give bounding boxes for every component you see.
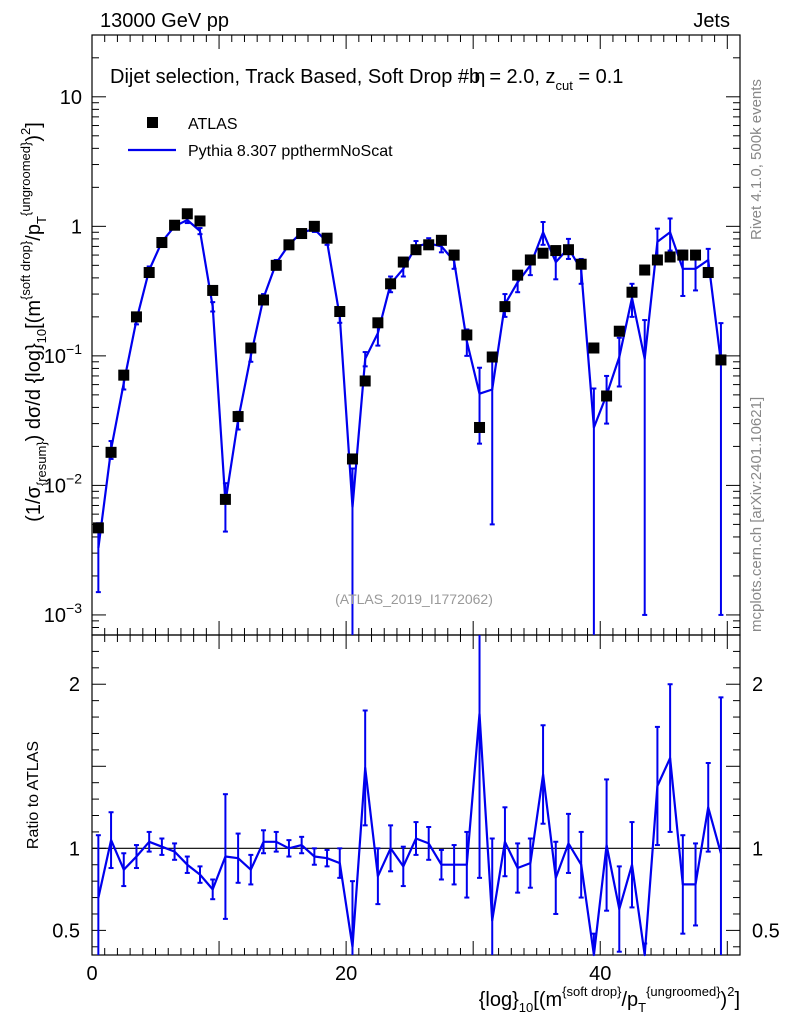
mc-line xyxy=(97,218,722,548)
x-tick-label: 40 xyxy=(589,963,611,985)
data-series-layer xyxy=(92,208,727,534)
ratio-panel-frame xyxy=(91,634,741,956)
title-beta: η xyxy=(474,66,485,88)
data-point xyxy=(181,208,193,220)
data-point xyxy=(690,249,702,261)
title-main: Dijet selection, Track Based, Soft Drop … xyxy=(110,66,480,88)
data-point xyxy=(105,446,117,458)
data-point xyxy=(474,421,486,433)
legend: ATLAS Pythia 8.307 ppthermNoScat xyxy=(128,116,393,160)
data-point xyxy=(359,375,371,387)
mc-series-layer xyxy=(95,216,724,635)
ratio-line xyxy=(97,712,722,957)
data-point xyxy=(232,411,244,423)
main-axis-ticks: 10 1 10−1 10−2 10−3 xyxy=(44,34,740,636)
data-point xyxy=(219,493,231,505)
ratio-axis-ticks: 0 20 40 2 2 1 1 0.5 0.5 xyxy=(52,635,780,985)
data-point xyxy=(601,390,613,402)
data-point xyxy=(524,254,536,266)
data-point xyxy=(664,251,676,263)
data-point xyxy=(156,237,168,249)
data-point xyxy=(207,284,219,296)
data-point xyxy=(562,244,574,256)
data-point xyxy=(346,453,358,465)
x-tick-label: 0 xyxy=(86,963,97,985)
data-point xyxy=(270,259,282,271)
x-tick-label: 20 xyxy=(335,963,357,985)
title-sub: cut xyxy=(555,78,573,93)
data-point xyxy=(283,239,295,251)
rivet-version-label: Rivet 4.1.0, 500k events xyxy=(748,79,765,240)
data-point xyxy=(423,239,435,251)
data-point xyxy=(677,249,689,261)
legend-mc-label: Pythia 8.307 ppthermNoScat xyxy=(188,143,393,160)
ratio-y-tick-label: 1 xyxy=(69,838,80,860)
data-point xyxy=(410,244,422,256)
data-point xyxy=(550,245,562,257)
data-point xyxy=(715,354,727,366)
mcplots-credit-label: mcplots.cern.ch [arXiv:2401.10621] xyxy=(748,397,765,632)
data-point xyxy=(385,278,397,290)
data-point xyxy=(588,342,600,354)
data-point xyxy=(321,232,333,244)
data-point xyxy=(334,306,346,318)
data-point xyxy=(308,220,320,232)
x-axis-label: {log}10[(m{soft drop}/pT{ungroomed})2] xyxy=(479,984,740,1015)
data-point xyxy=(435,234,447,246)
ratio-y-tick-label-right: 0.5 xyxy=(752,920,780,942)
data-point xyxy=(397,256,409,268)
data-point xyxy=(372,317,384,329)
main-y-axis-label: (1/σ{resum}) dσ/d {log}10[(m{soft drop}/… xyxy=(18,122,49,522)
main-y-tick-label: 10−1 xyxy=(44,341,82,368)
main-y-tick-label: 10−3 xyxy=(44,600,82,627)
data-point xyxy=(537,247,549,259)
data-point xyxy=(626,286,638,298)
ratio-y-tick-label-right: 2 xyxy=(752,674,763,696)
ratio-y-axis-label: Ratio to ATLAS xyxy=(25,741,42,849)
data-point xyxy=(245,342,257,354)
data-point xyxy=(651,254,663,266)
data-point xyxy=(194,215,206,227)
data-point xyxy=(499,301,511,313)
legend-data-marker xyxy=(147,117,158,128)
main-y-tick-label: 1 xyxy=(71,216,82,238)
ratio-y-tick-label: 2 xyxy=(69,674,80,696)
main-y-tick-label: 10 xyxy=(60,87,82,109)
ratio-series-layer xyxy=(95,635,724,957)
data-point xyxy=(143,267,155,279)
data-point xyxy=(118,369,130,381)
header-process-label: 13000 GeV pp xyxy=(100,10,229,32)
plot-title: Dijet selection, Track Based, Soft Drop … xyxy=(110,66,623,93)
header-category-label: Jets xyxy=(693,10,730,32)
data-point xyxy=(130,311,142,323)
ratio-y-tick-label: 0.5 xyxy=(52,920,80,942)
analysis-watermark: (ATLAS_2019_I1772062) xyxy=(335,591,493,607)
data-point xyxy=(486,351,498,363)
title-suffix: = 2.0, z xyxy=(489,66,555,88)
data-point xyxy=(448,249,460,261)
data-point xyxy=(613,325,625,337)
data-point xyxy=(575,258,587,270)
data-point xyxy=(702,267,714,279)
data-point xyxy=(92,522,104,534)
data-point xyxy=(639,264,651,276)
data-point xyxy=(512,269,524,281)
main-y-tick-label: 10−2 xyxy=(44,470,82,497)
legend-data-label: ATLAS xyxy=(188,116,238,133)
title-tail: = 0.1 xyxy=(573,66,624,88)
data-point xyxy=(461,329,473,341)
ratio-y-tick-label-right: 1 xyxy=(752,838,763,860)
data-point xyxy=(169,219,181,231)
data-point xyxy=(296,228,308,240)
data-point xyxy=(258,294,270,306)
